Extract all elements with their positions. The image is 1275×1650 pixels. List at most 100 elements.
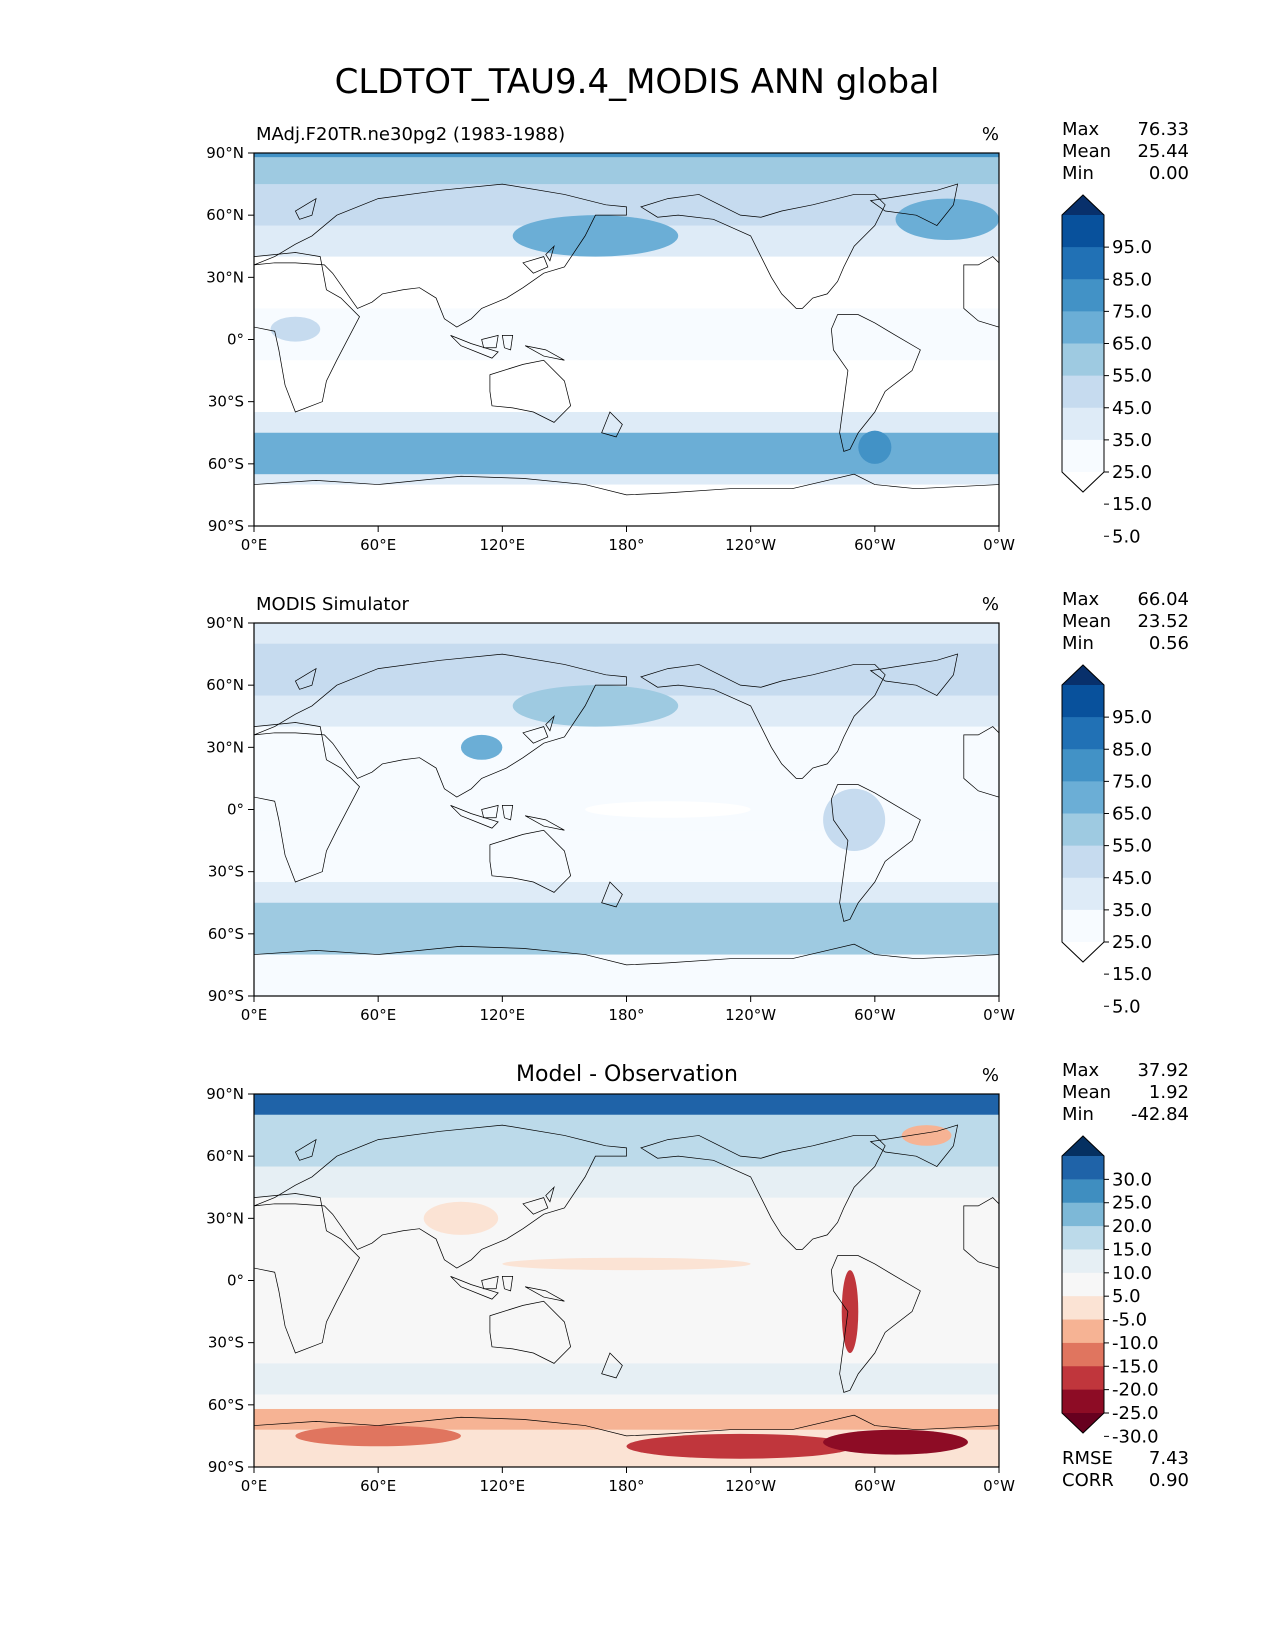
y-tick-label: 90°N xyxy=(206,1085,244,1103)
field-band xyxy=(254,954,999,996)
x-tick-label: 0°W xyxy=(983,1477,1015,1495)
colorbar-tick-label: 25.0 xyxy=(1112,462,1152,483)
x-tick-label: 60°W xyxy=(854,1477,896,1495)
colorbar-tick-label: -10.0 xyxy=(1112,1333,1159,1354)
colorbar-tick-label: 35.0 xyxy=(1112,430,1152,451)
colorbar-bin xyxy=(1062,439,1104,473)
field-feature xyxy=(512,685,679,727)
colorbar-bin xyxy=(1062,311,1104,344)
colorbar-bin xyxy=(1062,749,1104,782)
y-tick-label: 60°S xyxy=(208,455,244,473)
rmse-value: 7.43 xyxy=(1149,1448,1189,1469)
colorbar-tick-label: 25.0 xyxy=(1112,932,1152,953)
stat-value: 0.56 xyxy=(1149,633,1189,654)
x-tick-label: 120°W xyxy=(725,536,776,554)
colorbar-tick-label: 5.0 xyxy=(1112,996,1141,1017)
stat-label: Min xyxy=(1062,633,1094,654)
colorbar-tick-label: 15.0 xyxy=(1112,494,1152,515)
field-band xyxy=(254,484,999,526)
colorbar-bin xyxy=(1062,1296,1104,1320)
x-tick-label: 180° xyxy=(608,1477,644,1495)
y-tick-label: 30°S xyxy=(208,1334,244,1352)
y-tick-label: 30°S xyxy=(208,393,244,411)
panel-model-units: % xyxy=(982,124,999,145)
colorbar-bin xyxy=(1062,407,1104,441)
stat-value: 0.00 xyxy=(1149,163,1189,184)
colorbar-bin xyxy=(1062,1156,1104,1180)
colorbar-tick-label: 30.0 xyxy=(1112,1169,1152,1190)
panel-obs-stats: Max 66.04 Mean 23.52 Min 0.56 xyxy=(1062,589,1189,654)
x-tick-label: 0°W xyxy=(983,1006,1015,1024)
y-tick-label: 30°N xyxy=(206,738,244,756)
coastline xyxy=(524,1286,565,1302)
field-band xyxy=(254,256,999,309)
field-feature xyxy=(895,198,999,241)
x-tick-label: 180° xyxy=(608,536,644,554)
colorbar-tick-label: 15.0 xyxy=(1112,964,1152,985)
coastline xyxy=(522,726,549,744)
coastline xyxy=(830,314,921,452)
coastline xyxy=(254,1193,360,1354)
colorbar-bin xyxy=(1062,909,1104,943)
y-tick-label: 90°S xyxy=(208,1458,244,1476)
y-tick-label: 90°S xyxy=(208,987,244,1005)
coastline xyxy=(501,1275,514,1292)
y-tick-label: 60°S xyxy=(208,1396,244,1414)
stat-label: Mean xyxy=(1062,611,1111,632)
coastline xyxy=(522,256,549,274)
stat-value: 25.44 xyxy=(1137,141,1189,162)
panel-obs: MODIS Simulator % 0°E 60°E 120°E 180° 120°W 6… xyxy=(206,589,1189,1024)
colorbar-tick-label: 95.0 xyxy=(1112,237,1152,258)
colorbar-tick-label: 65.0 xyxy=(1112,804,1152,825)
field-feature xyxy=(858,430,892,464)
colorbar-bin xyxy=(1062,781,1104,814)
panel-obs-x-axis: 0°E 60°E 120°E 180° 120°W 60°W 0°W xyxy=(241,996,1015,1024)
coastline xyxy=(640,664,886,779)
stat-value: -42.84 xyxy=(1131,1104,1189,1125)
y-tick-label: 0° xyxy=(227,331,244,349)
field-band xyxy=(254,882,999,904)
field-feature xyxy=(585,801,751,818)
x-tick-label: 60°E xyxy=(360,1477,396,1495)
colorbar-bin xyxy=(1062,813,1104,847)
coastline xyxy=(489,359,572,423)
field-band xyxy=(254,1363,999,1395)
colorbar-tick-label: 20.0 xyxy=(1112,1216,1152,1237)
coastline xyxy=(501,334,514,351)
field-band xyxy=(254,1114,999,1168)
panel-model-y-axis: 90°N 60°N 30°N 0° 30°S 60°S 90°S xyxy=(206,144,254,535)
colorbar-tick-label: 25.0 xyxy=(1112,1193,1152,1214)
colorbar-bin xyxy=(1062,1342,1104,1367)
coastline xyxy=(481,334,499,349)
field-feature xyxy=(512,215,679,257)
coastline xyxy=(640,194,886,309)
x-tick-label: 120°E xyxy=(480,1477,526,1495)
field-band xyxy=(254,902,999,956)
panel-diff-metrics: RMSE 7.43 CORR 0.90 xyxy=(1062,1448,1189,1491)
coastline xyxy=(545,715,555,732)
coastline xyxy=(545,245,555,262)
coastline xyxy=(450,1276,499,1300)
colorbar-bin xyxy=(1062,877,1104,911)
coastline xyxy=(522,1197,549,1215)
field-band xyxy=(254,623,999,645)
coastline xyxy=(294,1138,317,1161)
colorbar-tick-label: 10.0 xyxy=(1112,1263,1152,1284)
y-tick-label: 90°N xyxy=(206,144,244,162)
coastline xyxy=(869,1124,959,1167)
rmse-label: RMSE xyxy=(1062,1448,1113,1469)
coastline xyxy=(450,805,499,829)
colorbar-tick-label: 45.0 xyxy=(1112,868,1152,889)
coastline xyxy=(601,411,623,438)
colorbar-tick-label: 5.0 xyxy=(1112,526,1141,547)
field-feature xyxy=(823,788,886,851)
colorbar-tick-label: -30.0 xyxy=(1112,1426,1159,1447)
panel-model-title: MAdj.F20TR.ne30pg2 (1983-1988) xyxy=(256,124,565,145)
panel-model-colorbar: 95.0 85.0 75.0 65.0 55.0 45.0 35.0 25.0 15.0 5.0 xyxy=(1061,194,1152,547)
field-feature xyxy=(270,316,321,342)
field-feature xyxy=(502,1257,751,1271)
colorbar-extend-max xyxy=(1062,1136,1104,1156)
field-band xyxy=(254,1394,999,1410)
coastline xyxy=(254,252,360,413)
field-band xyxy=(254,153,999,158)
